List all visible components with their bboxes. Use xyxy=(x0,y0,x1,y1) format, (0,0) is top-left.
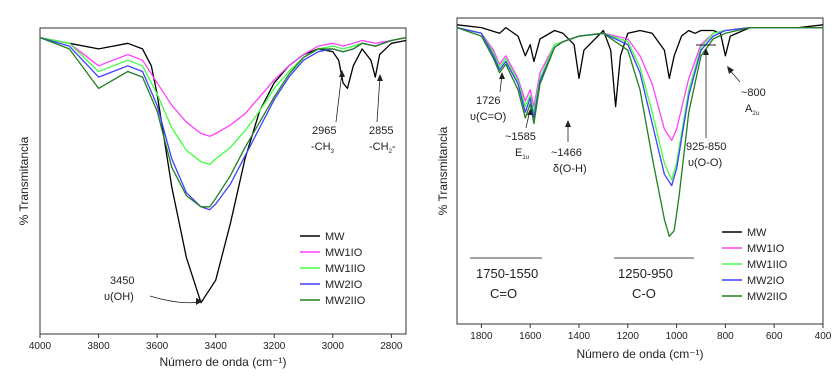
left-legend-label: MW2IIO xyxy=(325,295,366,307)
right-legend-label: MW2IIO xyxy=(747,291,788,303)
left-x-axis-title: Número de onda (cm⁻¹) xyxy=(159,355,286,369)
right-series-group xyxy=(456,24,824,237)
left-legend-label: MW1IIO xyxy=(325,263,366,275)
left-chart: 4000 3800 3600 3400 3200 3000 2800 % Transmita… xyxy=(17,27,407,369)
left-series-mw2iio xyxy=(39,36,407,208)
left-x-tick-label: 2800 xyxy=(380,341,403,352)
anno-3450-group: υ(OH) xyxy=(104,291,134,303)
anno-1585-group: E1u xyxy=(515,147,529,161)
left-x-tick-label: 3200 xyxy=(263,341,286,352)
right-x-tick-label: 1800 xyxy=(470,331,493,342)
band-c-o-range: 1250-950 xyxy=(618,266,673,281)
right-x-tick-label: 1400 xyxy=(568,331,591,342)
anno-2855-number: 2855 xyxy=(369,125,393,137)
left-legend-label: MW xyxy=(325,231,345,243)
anno-925-850-group: υ(O-O) xyxy=(688,157,722,169)
anno-1466-group: δ(O-H) xyxy=(553,163,587,175)
left-series-mw xyxy=(39,36,407,304)
anno-2965-group: -CH3 xyxy=(311,141,335,155)
right-y-axis-title: % Transmitancia xyxy=(436,126,450,215)
right-x-tick-label: 600 xyxy=(766,331,783,342)
right-legend-label: MW xyxy=(747,227,767,239)
anno-2965-arrow xyxy=(335,71,343,123)
left-x-ticks: 4000 3800 3600 3400 3200 3000 2800 xyxy=(29,334,403,352)
anno-3450-arrow xyxy=(149,295,201,304)
right-legend-label: MW2IO xyxy=(747,275,785,287)
left-chart-frame xyxy=(39,27,407,335)
right-x-tick-label: 1000 xyxy=(665,331,688,342)
band-co-group: C=O xyxy=(490,286,517,301)
anno-1726-group: υ(C=O) xyxy=(470,111,506,123)
right-series-mw1io xyxy=(456,26,823,142)
right-x-tick-label: 400 xyxy=(815,331,832,342)
band-co-range: 1750-1550 xyxy=(476,266,538,281)
left-x-tick-label: 3600 xyxy=(146,341,169,352)
left-y-axis-title: % Transmitancia xyxy=(17,136,31,225)
right-legend-label: MW1IO xyxy=(747,243,785,255)
left-x-tick-label: 3000 xyxy=(322,341,345,352)
right-series-mw xyxy=(456,24,824,108)
anno-800-number: ~800 xyxy=(741,87,766,99)
right-series-mw2io xyxy=(456,26,823,187)
right-x-tick-label: 1200 xyxy=(617,331,640,342)
left-legend-label: MW2IO xyxy=(325,279,363,291)
anno-2965-number: 2965 xyxy=(312,125,336,137)
anno-2855-arrow xyxy=(376,75,381,123)
right-series-mw2iio xyxy=(456,26,823,237)
left-legend: MW MW1IO MW1IIO MW2IO MW2IIO xyxy=(300,231,366,307)
left-series-mw1io xyxy=(39,36,407,137)
right-x-ticks: 1800 1600 1400 1200 1000 800 600 400 xyxy=(470,324,832,342)
right-x-tick-label: 1600 xyxy=(519,331,542,342)
anno-800-group: A2u xyxy=(745,103,759,117)
right-legend-label: MW1IIO xyxy=(747,259,788,271)
band-c-o-group: C-O xyxy=(632,286,656,301)
left-x-tick-label: 3400 xyxy=(205,341,228,352)
left-series-mw1iio xyxy=(39,36,407,166)
right-chart-frame xyxy=(456,17,824,325)
anno-3450-number: 3450 xyxy=(110,275,134,287)
anno-1726-number: 1726 xyxy=(476,95,500,107)
left-legend-label: MW1IO xyxy=(325,247,363,259)
left-x-tick-label: 3800 xyxy=(87,341,110,352)
anno-1466-number: ~1466 xyxy=(551,147,582,159)
left-x-tick-label: 4000 xyxy=(29,341,52,352)
anno-1585-number: ~1585 xyxy=(505,131,536,143)
left-series-group xyxy=(39,36,407,304)
anno-2855-group: -CH2- xyxy=(369,141,396,155)
anno-925-850-number: 925-850 xyxy=(686,141,726,153)
right-chart: 1800 1600 1400 1200 1000 800 600 400 % Transmit… xyxy=(436,17,832,361)
right-x-axis-title: Número de onda (cm⁻¹) xyxy=(576,347,703,361)
right-legend: MW MW1IO MW1IIO MW2IO MW2IIO xyxy=(722,227,788,303)
right-series-mw1iio xyxy=(456,26,823,181)
right-x-tick-label: 800 xyxy=(717,331,734,342)
